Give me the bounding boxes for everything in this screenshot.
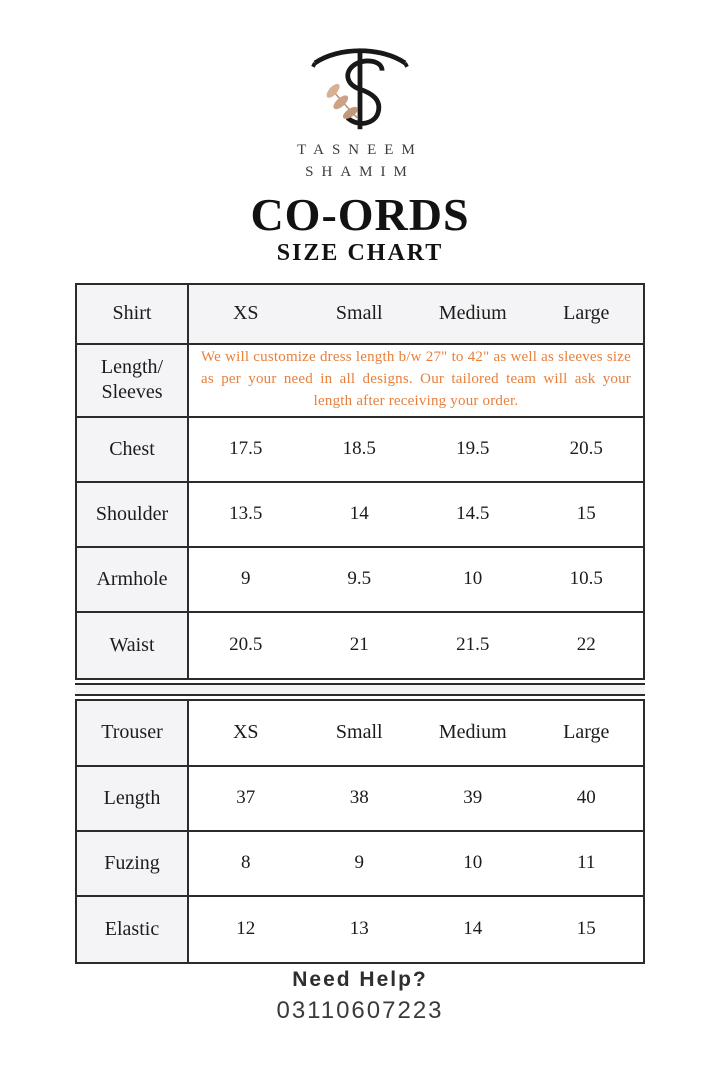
table-row: Length 37 38 39 40	[77, 766, 643, 832]
cell-value: 22	[576, 634, 596, 655]
row-values: 37 38 39 40	[189, 767, 643, 830]
cell-value: 37	[236, 787, 256, 808]
cell-value: 10	[463, 852, 483, 873]
brand-logo	[0, 38, 720, 134]
table-row: Shoulder 13.5 14 14.5 15	[77, 482, 643, 548]
page-subtitle: SIZE CHART	[276, 239, 444, 266]
cell-value: 10	[463, 568, 483, 589]
table-row: Elastic 12 13 14 15	[77, 896, 643, 962]
tables-container: Shirt XS Small Medium Large Length/ Slee…	[75, 282, 645, 964]
trouser-header-row: Trouser XS Small Medium Large	[77, 700, 643, 767]
cell-value: 9.5	[347, 568, 372, 589]
size-header: Medium	[438, 302, 507, 324]
cell-value: 38	[349, 787, 369, 808]
size-header: Medium	[438, 721, 507, 743]
phone-number: 03110607223	[276, 997, 444, 1024]
cell-value: 13.5	[229, 503, 263, 524]
trouser-size-table: Trouser XS Small Medium Large Length 37 …	[75, 698, 645, 964]
cell-value: 9	[354, 852, 365, 873]
shirt-header-row: Shirt XS Small Medium Large	[77, 284, 643, 345]
trouser-header-label: Trouser	[77, 700, 189, 765]
row-label: Length	[77, 766, 189, 830]
row-values: 20.5 21 21.5 22	[189, 613, 643, 678]
brand-name: TASNEEM SHAMIM	[0, 140, 720, 184]
customization-note: We will customize dress length b/w 27" t…	[201, 349, 631, 409]
row-values: 9 9.5 10 10.5	[189, 548, 643, 611]
cell-value: 10.5	[569, 568, 603, 589]
ts-monogram-leaf-icon	[311, 48, 409, 130]
row-label: Waist	[77, 612, 189, 678]
shirt-header-label: Shirt	[77, 284, 189, 343]
row-values: 17.5 18.5 19.5 20.5	[189, 418, 643, 481]
table-row: Armhole 9 9.5 10 10.5	[77, 547, 643, 613]
cell-value: 39	[463, 787, 483, 808]
footer: Need Help? 03110607223	[0, 968, 720, 1025]
cell-value: 15	[576, 503, 596, 524]
table-row: Fuzing 8 9 10 11	[77, 831, 643, 897]
size-header: Small	[335, 721, 383, 743]
size-header: XS	[232, 302, 259, 324]
cell-value: 8	[241, 852, 251, 873]
cell-value: 14	[349, 503, 369, 524]
row-values: 13.5 14 14.5 15	[189, 483, 643, 546]
table-separator	[75, 682, 645, 696]
row-values: 8 9 10 11	[189, 832, 643, 895]
cell-value: 11	[577, 852, 596, 873]
length-sleeves-label: Length/ Sleeves	[77, 344, 189, 416]
cell-value: 12	[236, 918, 256, 939]
cell-value: 17.5	[229, 438, 263, 459]
length-sleeves-label-line1: Length/	[100, 356, 164, 378]
cell-value: 14.5	[456, 503, 490, 524]
cell-value: 13	[349, 918, 369, 939]
brand-name-line2: SHAMIM	[305, 163, 415, 180]
shirt-size-table: Shirt XS Small Medium Large Length/ Slee…	[75, 282, 645, 680]
size-header: Large	[563, 302, 610, 324]
row-label: Fuzing	[77, 831, 189, 895]
row-label: Elastic	[77, 896, 189, 962]
cell-value: 40	[576, 787, 596, 808]
page-title: CO-ORDS	[250, 188, 470, 240]
need-help-label: Need Help?	[292, 968, 428, 991]
cell-value: 20.5	[229, 634, 263, 655]
shirt-size-headers: XS Small Medium Large	[189, 285, 643, 343]
cell-value: 20.5	[569, 438, 603, 459]
cell-value: 18.5	[342, 438, 376, 459]
row-label: Chest	[77, 417, 189, 481]
size-header: Small	[335, 302, 383, 324]
size-header: XS	[232, 721, 259, 743]
row-values: 12 13 14 15	[189, 897, 643, 962]
cell-value: 21	[349, 634, 369, 655]
length-sleeves-label-line2: Sleeves	[101, 381, 163, 403]
table-row: Waist 20.5 21 21.5 22	[77, 612, 643, 678]
cell-value: 21.5	[456, 634, 490, 655]
trouser-size-headers: XS Small Medium Large	[189, 701, 643, 765]
cell-value: 14	[463, 918, 483, 939]
header-block: TASNEEM SHAMIM CO-ORDS SIZE CHART	[0, 0, 720, 267]
size-header: Large	[563, 721, 610, 743]
cell-value: 19.5	[456, 438, 490, 459]
table-row: Chest 17.5 18.5 19.5 20.5	[77, 417, 643, 483]
length-sleeves-note-row: Length/ Sleeves We will customize dress …	[77, 344, 643, 418]
row-label: Shoulder	[77, 482, 189, 546]
cell-value: 9	[241, 568, 251, 589]
cell-value: 15	[576, 918, 596, 939]
brand-name-line1: TASNEEM	[297, 142, 423, 158]
row-label: Armhole	[77, 547, 189, 611]
